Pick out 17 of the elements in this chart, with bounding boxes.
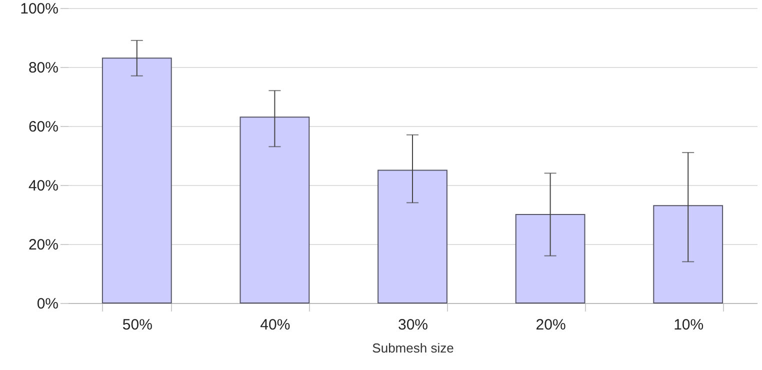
y-tick-label: 20% <box>28 236 58 254</box>
x-tick-label: 40% <box>260 316 290 334</box>
x-tick-label: 20% <box>536 316 566 334</box>
x-tick-label: 50% <box>122 316 152 334</box>
y-tick-label: 40% <box>28 178 58 194</box>
bar <box>378 170 448 304</box>
y-tick-label: 0% <box>36 296 58 312</box>
bar <box>653 205 724 304</box>
x-axis-title: Submesh size <box>372 340 454 356</box>
bar <box>515 214 586 304</box>
y-tick-label: 60% <box>28 118 58 136</box>
x-tick-label: 10% <box>674 316 704 334</box>
x-tick-label: 30% <box>398 316 428 334</box>
y-tick-label: 100% <box>20 0 58 18</box>
y-tick-label: 80% <box>28 60 58 76</box>
bar <box>240 116 310 304</box>
bar <box>102 58 172 304</box>
